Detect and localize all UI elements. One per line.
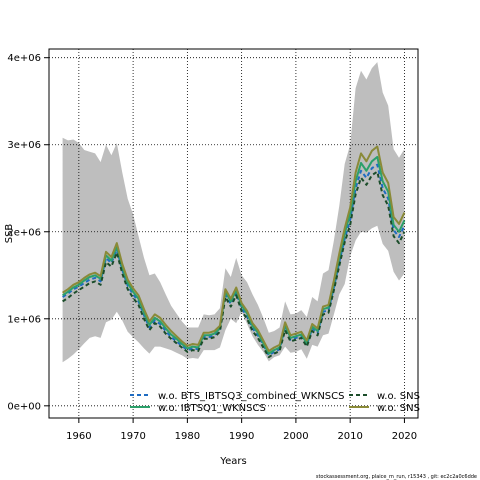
x-tick-label: 2010 — [337, 431, 362, 442]
x-tick-label: 1970 — [120, 431, 145, 442]
x-tick-label: 1990 — [229, 431, 254, 442]
legend-item-3: w.o. SNS — [349, 391, 420, 402]
series-line-3 — [62, 170, 406, 359]
legend-label: w.o. SNS — [377, 391, 420, 402]
confidence-band-layer — [62, 62, 405, 363]
y-tick-label: 0e+00 — [7, 401, 41, 412]
x-tick-label: 1980 — [175, 431, 200, 442]
x-tick-label: 2000 — [283, 431, 308, 442]
legend-label: w.o. IBTSQ1_WKNSCS — [158, 403, 266, 414]
legend-item-4: w.o. SNS — [349, 403, 420, 414]
footer-note: stockassessment.org, plaice_m_run, r1534… — [316, 474, 477, 480]
legend-label: w.o. SNS — [377, 403, 420, 414]
y-tick-label: 2e+06 — [7, 227, 41, 238]
series-layer — [62, 145, 406, 359]
series-line-4 — [62, 145, 406, 352]
plot-frame — [48, 48, 419, 419]
confidence-band — [62, 62, 405, 363]
x-axis-title: Years — [219, 456, 246, 467]
legend-item-1: w.o. BTS_IBTSQ3_combined_WKNSCS — [130, 391, 344, 402]
legend-label: w.o. BTS_IBTSQ3_combined_WKNSCS — [158, 391, 344, 402]
y-tick-label: 3e+06 — [7, 140, 41, 151]
axis-layer: 1960 1970 1980 1990 2000 2010 2020 0e+00 1e+06 2e… — [7, 53, 417, 442]
y-tick-label: 1e+06 — [7, 314, 41, 325]
x-tick-label: 1960 — [66, 431, 91, 442]
y-axis-title: SSB — [4, 224, 15, 244]
y-tick-label: 4e+06 — [7, 53, 41, 64]
x-tick-label: 2020 — [392, 431, 417, 442]
legend-item-2: w.o. IBTSQ1_WKNSCS — [130, 403, 266, 414]
